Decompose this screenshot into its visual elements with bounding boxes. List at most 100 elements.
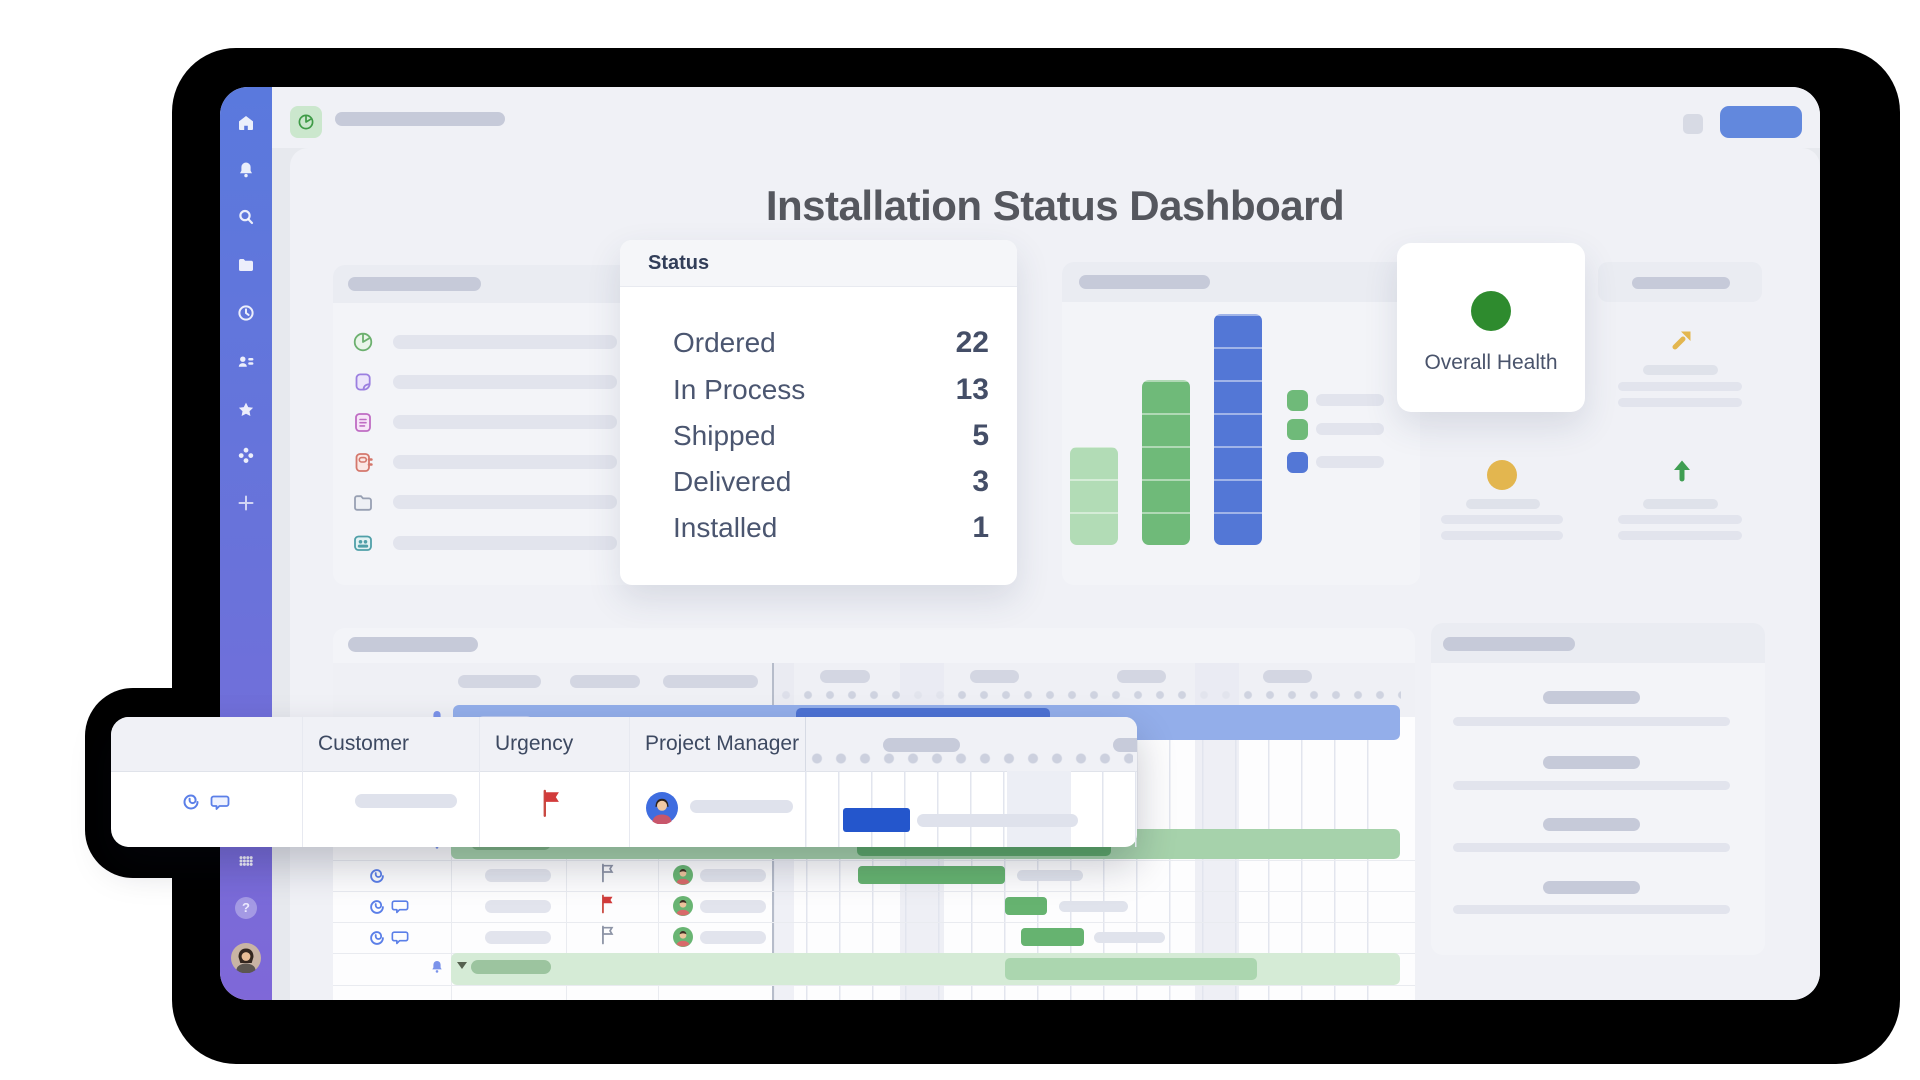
customer-placeholder [485,900,551,913]
pie-chart-icon [353,332,373,352]
add-icon[interactable] [236,493,256,513]
app-grid-icon[interactable] [236,851,256,871]
column-header-urgency[interactable]: Urgency [495,732,574,755]
timeline-ticks [811,753,1133,764]
column-header-customer[interactable]: Customer [318,732,410,755]
summary-item-line [1453,843,1730,852]
status-card-title: Status [620,240,1017,287]
status-label: Ordered [673,327,776,358]
flag-gray-icon[interactable] [599,923,617,947]
task-label-placeholder [917,814,1078,827]
legend-swatch-2 [1287,419,1308,440]
summary-item-title [1543,818,1640,831]
status-label: Installed [673,512,778,543]
app-window: Installation Status Dashboard [220,87,1820,1000]
tile-line-placeholder [1618,515,1742,524]
list-item-placeholder [393,536,617,550]
overall-health-card: Overall Health [1397,243,1585,412]
customer-placeholder [485,869,551,882]
gantt-task-bar-selected[interactable] [843,808,910,832]
gantt-task-bar[interactable] [1005,897,1047,915]
assignee-avatar[interactable] [673,927,693,947]
customer-placeholder [355,794,457,808]
collapse-caret-icon[interactable] [457,962,467,969]
app-tile-button[interactable] [290,106,322,138]
status-value: 5 [972,419,989,452]
tile-line-placeholder [1618,398,1742,407]
timeline-label-placeholder [883,738,960,752]
chart-bar-2[interactable] [1142,380,1190,545]
timeline-ticks [781,690,1401,700]
timeline-label-placeholder [1117,670,1166,683]
paperclip-icon[interactable] [367,897,387,917]
comment-icon[interactable] [391,898,409,916]
gantt-task-bar[interactable] [858,866,1005,884]
bell-icon[interactable] [429,959,445,975]
team-icon[interactable] [236,352,256,372]
column-divider [479,717,480,847]
gantt-group-bar-light[interactable] [451,953,1400,985]
status-row: Installed 1 [673,505,989,551]
summary-item-line [1453,717,1730,726]
primary-action-button[interactable] [1720,106,1802,138]
comment-icon[interactable] [210,793,230,813]
tile-line-placeholder [1466,499,1540,509]
paperclip-icon[interactable] [367,928,387,948]
bell-icon[interactable] [236,160,256,180]
tile-line-placeholder [1441,531,1563,540]
assignee-avatar[interactable] [673,896,693,916]
list-item-placeholder [393,495,617,509]
status-value: 3 [972,465,989,498]
status-row: Shipped 5 [673,413,989,459]
pm-placeholder [700,931,766,944]
row-divider [333,922,1415,923]
customer-placeholder [485,931,551,944]
legend-label-placeholder [1316,423,1384,435]
summary-item-title [1543,881,1640,894]
tile-line-placeholder [1643,365,1718,375]
home-icon[interactable] [236,113,256,133]
flag-gray-icon[interactable] [599,861,617,885]
status-label: Shipped [673,420,776,451]
status-dot-icon [1487,460,1517,490]
status-row: Ordered 22 [673,320,989,366]
weekend-band [1007,771,1071,847]
folder-icon[interactable] [236,255,256,275]
breadcrumb-placeholder [335,112,505,126]
status-label: In Process [673,374,806,405]
status-row: In Process 13 [673,367,989,413]
chart-bar-1[interactable] [1070,447,1118,545]
help-icon[interactable]: ? [235,897,257,919]
list-widget-title-placeholder [348,277,481,291]
flag-red-icon[interactable] [599,892,617,916]
search-icon[interactable] [236,207,256,227]
chart-bar-3[interactable] [1214,314,1262,545]
window-control-button[interactable] [1683,114,1703,134]
assignee-avatar[interactable] [673,865,693,885]
star-icon[interactable] [236,400,256,420]
team-folder-icon [354,535,372,551]
gantt-bar-light-green[interactable] [1005,958,1257,980]
paperclip-icon[interactable] [180,791,202,813]
chart-card-header [1062,262,1420,302]
pm-placeholder [700,900,766,913]
flag-red-icon[interactable] [539,787,565,819]
tile-title-placeholder [1632,277,1730,289]
list-item-placeholder [393,335,617,349]
paperclip-icon[interactable] [367,866,387,886]
clock-icon[interactable] [236,303,256,323]
gantt-title-placeholder [348,637,478,652]
apps-icon[interactable] [236,445,256,465]
health-indicator-dot [1471,291,1511,331]
profile-avatar[interactable] [231,943,261,973]
trend-up-icon [1674,460,1690,482]
list-item-placeholder [393,455,617,469]
column-header-project-manager[interactable]: Project Manager [645,732,800,755]
timeline-label-placeholder [1113,738,1137,752]
gantt-task-bar[interactable] [1021,928,1084,946]
list-item-placeholder [393,375,617,389]
comment-icon[interactable] [391,929,409,947]
notebook-icon [355,453,373,472]
project-manager-avatar[interactable] [646,792,678,824]
